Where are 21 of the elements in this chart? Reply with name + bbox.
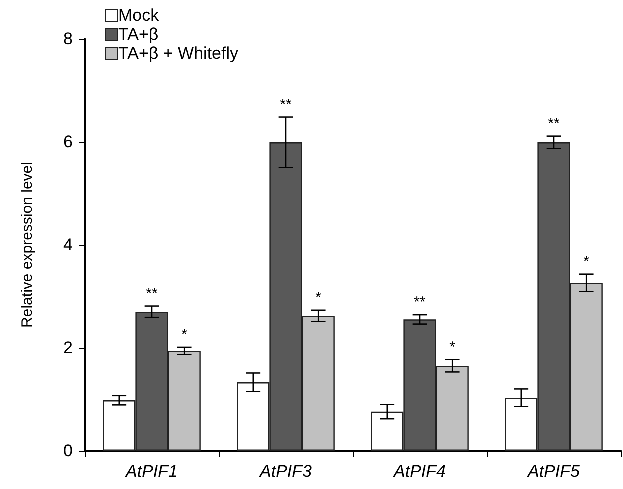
legend-label: Mock <box>118 6 160 25</box>
x-tick-label: AtPIF4 <box>393 462 446 481</box>
data-label: * <box>182 326 188 344</box>
data-label: ** <box>548 115 560 132</box>
y-tick-label: 2 <box>64 338 73 358</box>
data-label: ** <box>414 294 426 312</box>
y-tick-label: 4 <box>64 236 73 254</box>
data-label: * <box>316 289 322 306</box>
legend-label: TA+β <box>118 25 159 44</box>
x-tick-label: AtPIF1 <box>125 462 178 481</box>
y-tick-label: 0 <box>64 442 73 460</box>
data-label: * <box>450 338 456 356</box>
x-tick-label: AtPIF5 <box>527 462 581 481</box>
y-tick-label: 8 <box>64 30 73 48</box>
y-axis-title: Relative expression level <box>19 162 36 328</box>
x-tick-label: AtPIF3 <box>259 462 313 481</box>
data-label: * <box>584 253 590 270</box>
data-label: ** <box>280 96 292 114</box>
data-label: ** <box>146 285 158 302</box>
y-tick-label: 6 <box>64 132 73 152</box>
legend-label: TA+β + Whitefly <box>118 44 239 63</box>
